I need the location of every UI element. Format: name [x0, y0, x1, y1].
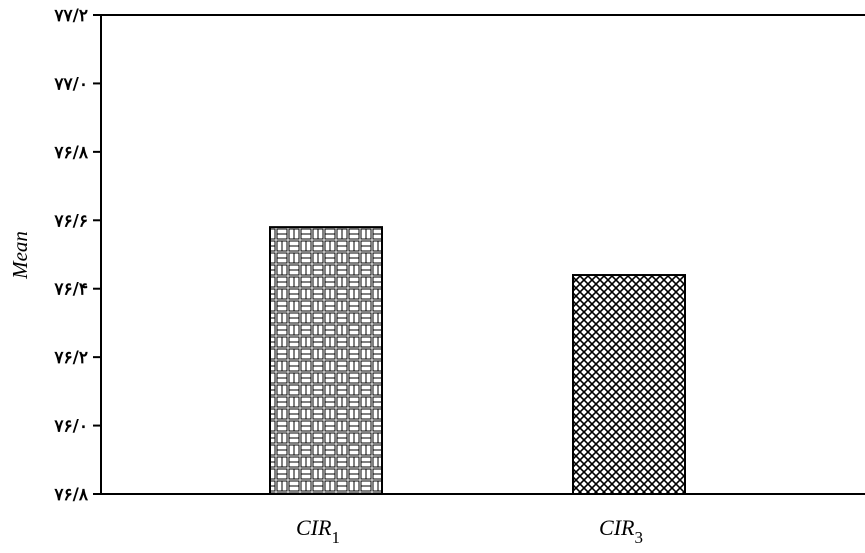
- category-base-label: CIR: [296, 515, 332, 540]
- x-tick-label: CIR3: [599, 515, 643, 547]
- x-tick-label: CIR1: [296, 515, 340, 547]
- category-subscript: 1: [331, 528, 340, 547]
- y-tick-label: ۷۶/۸: [53, 485, 88, 505]
- y-axis-ticks: ۷۶/۸ ۷۶/۰ ۷۶/۲ ۷۶/۴ ۷۶/۶ ۷۶/۸ ۷۷/۰ ۷۷/۲: [53, 6, 101, 505]
- y-tick-label: ۷۶/۶: [53, 211, 88, 231]
- bar-cir3: [572, 274, 686, 495]
- y-tick-label: ۷۶/۲: [53, 348, 88, 368]
- x-axis-labels: CIR1 CIR3: [296, 515, 643, 547]
- y-tick-label: ۷۷/۲: [53, 6, 88, 26]
- bars-layer: [269, 226, 686, 495]
- bar-cir1: [269, 226, 383, 495]
- y-tick-label: ۷۶/۰: [53, 417, 88, 437]
- y-tick-label: ۷۷/۰: [53, 74, 88, 94]
- y-tick-label: ۷۶/۸: [53, 143, 88, 163]
- y-tick-label: ۷۶/۴: [53, 280, 88, 300]
- category-base-label: CIR: [599, 515, 635, 540]
- y-axis-title: Mean: [8, 231, 32, 280]
- category-subscript: 3: [634, 528, 643, 547]
